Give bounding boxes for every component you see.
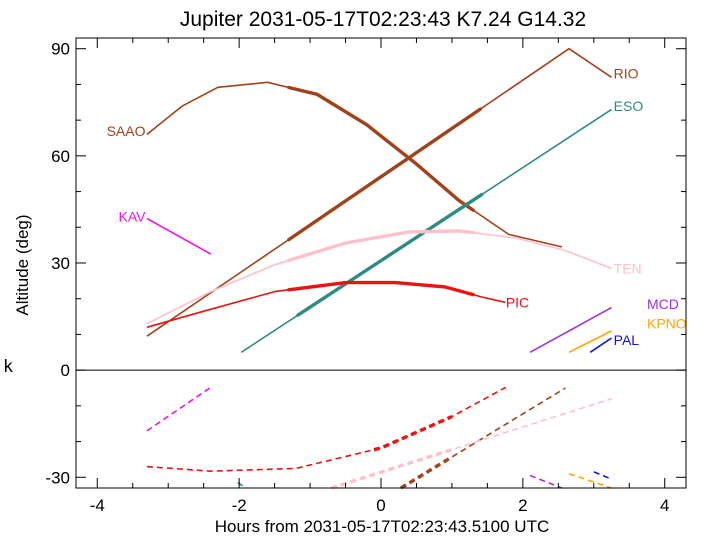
side-note-label: k bbox=[3, 357, 13, 377]
plot-layer bbox=[146, 47, 612, 490]
altitude-curve-rio bbox=[146, 47, 612, 337]
site-label-ten: TEN bbox=[614, 260, 642, 276]
altitude-bold-eso bbox=[296, 192, 484, 317]
x-tick-label: -4 bbox=[90, 496, 105, 515]
lower-dashed-kav bbox=[146, 386, 212, 432]
lower-dashed-mcd bbox=[529, 474, 563, 489]
lower-dashed-pic bbox=[146, 386, 507, 473]
altitude-curve-pal bbox=[589, 337, 612, 353]
site-label-pic: PIC bbox=[506, 294, 529, 310]
site-label-kpno: KPNO bbox=[647, 316, 687, 332]
plot-frame bbox=[75, 37, 687, 489]
x-tick-label: -2 bbox=[232, 496, 247, 515]
y-tick-label: 30 bbox=[51, 254, 70, 273]
altitude-bold-pic bbox=[287, 280, 475, 297]
lower-bold-pic bbox=[373, 415, 453, 452]
site-label-pal: PAL bbox=[614, 332, 640, 348]
y-tick-label: 60 bbox=[51, 147, 70, 166]
site-label-eso: ESO bbox=[614, 98, 644, 114]
site-label-mcd: MCD bbox=[647, 296, 679, 312]
altitude-bold-rio bbox=[287, 107, 482, 242]
y-axis-label: Altitude (deg) bbox=[13, 214, 32, 315]
altitude-curve-kpno bbox=[568, 330, 612, 354]
y-tick-label: 0 bbox=[61, 361, 70, 380]
lower-dashed-pal bbox=[593, 471, 612, 480]
site-label-kav: KAV bbox=[119, 209, 147, 225]
y-tick-label: -30 bbox=[45, 468, 70, 487]
chart-title: Jupiter 2031-05-17T02:23:43 K7.24 G14.32 bbox=[180, 8, 586, 31]
altitude-curve-saao bbox=[146, 81, 563, 248]
altitude-curve-mcd bbox=[529, 306, 612, 354]
x-tick-label: 2 bbox=[518, 496, 527, 515]
lower-bold-ten bbox=[330, 447, 453, 490]
x-axis-label: Hours from 2031-05-17T02:23:43.5100 UTC bbox=[215, 517, 550, 536]
lower-dashed-kpno bbox=[568, 472, 612, 489]
site-label-rio: RIO bbox=[614, 66, 639, 82]
x-tick-label: 4 bbox=[660, 496, 669, 515]
label-layer: SAAO RIO ESO TEN PIC KAV MCD KPNO PAL bbox=[107, 66, 687, 348]
x-tick-label: 0 bbox=[376, 496, 385, 515]
altitude-curve-ten bbox=[146, 230, 612, 325]
axis-layer: -4 -2 0 2 4 90 60 30 0 -30 bbox=[45, 37, 687, 515]
site-label-saao: SAAO bbox=[107, 123, 146, 139]
altitude-bold-saao bbox=[287, 85, 475, 212]
y-tick-label: 90 bbox=[51, 40, 70, 59]
lower-dashed-ten bbox=[331, 397, 612, 489]
altitude-bold-ten bbox=[287, 229, 475, 263]
altitude-curve-kav bbox=[146, 217, 212, 255]
lower-dashed-saao bbox=[400, 387, 566, 489]
